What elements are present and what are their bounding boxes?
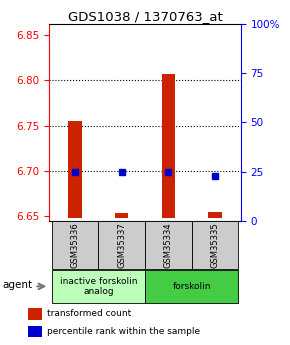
Text: forskolin: forskolin bbox=[173, 282, 211, 291]
Bar bbox=[28, 308, 42, 319]
FancyBboxPatch shape bbox=[192, 221, 238, 269]
Bar bbox=[68, 121, 81, 218]
Bar bbox=[162, 74, 175, 218]
Bar bbox=[209, 212, 222, 218]
Text: GSM35337: GSM35337 bbox=[117, 222, 126, 268]
Text: percentile rank within the sample: percentile rank within the sample bbox=[48, 327, 201, 336]
Text: GSM35336: GSM35336 bbox=[70, 222, 79, 268]
Text: GSM35334: GSM35334 bbox=[164, 222, 173, 268]
Text: agent: agent bbox=[2, 280, 32, 289]
Bar bbox=[115, 213, 128, 218]
FancyBboxPatch shape bbox=[145, 221, 192, 269]
Title: GDS1038 / 1370763_at: GDS1038 / 1370763_at bbox=[68, 10, 222, 23]
Bar bbox=[28, 326, 42, 337]
FancyBboxPatch shape bbox=[145, 270, 238, 303]
FancyBboxPatch shape bbox=[52, 221, 98, 269]
Text: transformed count: transformed count bbox=[48, 309, 132, 318]
FancyBboxPatch shape bbox=[52, 270, 145, 303]
Text: inactive forskolin
analog: inactive forskolin analog bbox=[59, 277, 137, 296]
FancyBboxPatch shape bbox=[98, 221, 145, 269]
Text: GSM35335: GSM35335 bbox=[211, 222, 220, 268]
